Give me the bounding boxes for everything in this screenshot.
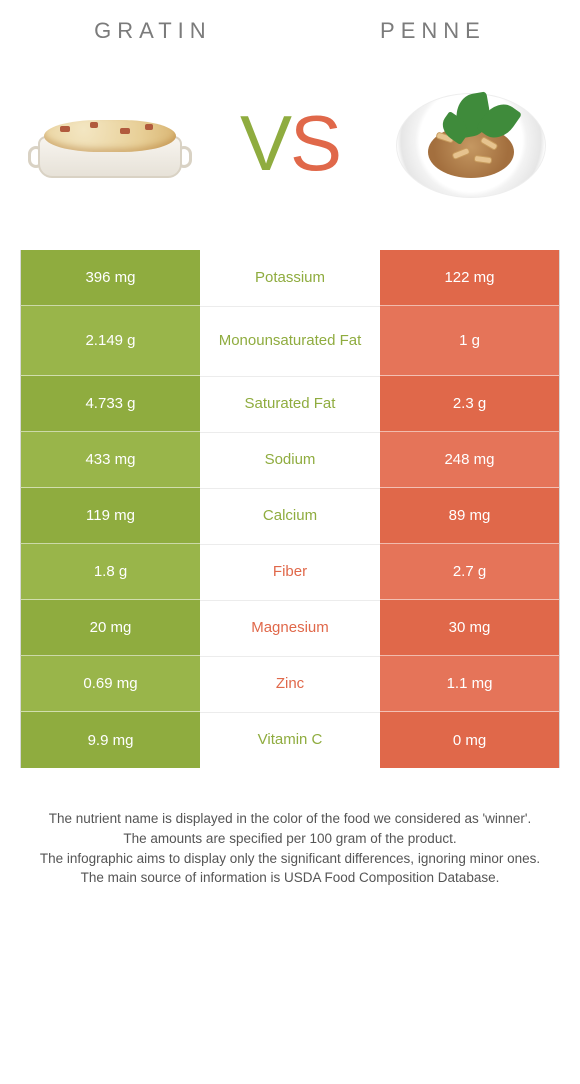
table-row: 0.69 mgZinc1.1 mg <box>20 656 560 712</box>
table-row: 119 mgCalcium89 mg <box>20 488 560 544</box>
value-gratin: 20 mg <box>20 600 200 656</box>
table-row: 1.8 gFiber2.7 g <box>20 544 560 600</box>
footer-line-1: The nutrient name is displayed in the co… <box>22 810 558 828</box>
value-penne: 2.7 g <box>380 544 560 600</box>
nutrient-name: Fiber <box>200 544 380 600</box>
vs-s: S <box>290 99 340 187</box>
nutrient-name: Potassium <box>200 250 380 306</box>
nutrient-name: Sodium <box>200 432 380 488</box>
title-penne: Penne <box>380 18 486 44</box>
value-penne: 2.3 g <box>380 376 560 432</box>
nutrient-name: Vitamin C <box>200 712 380 768</box>
value-gratin: 433 mg <box>20 432 200 488</box>
table-row: 2.149 gMonounsaturated Fat1 g <box>20 306 560 376</box>
table-row: 20 mgMagnesium30 mg <box>20 600 560 656</box>
value-gratin: 396 mg <box>20 250 200 306</box>
value-penne: 1 g <box>380 306 560 376</box>
value-gratin: 4.733 g <box>20 376 200 432</box>
gratin-image <box>22 78 197 208</box>
value-penne: 89 mg <box>380 488 560 544</box>
nutrient-name: Saturated Fat <box>200 376 380 432</box>
value-gratin: 0.69 mg <box>20 656 200 712</box>
vs-label: VS <box>240 98 340 189</box>
value-gratin: 1.8 g <box>20 544 200 600</box>
nutrient-name: Magnesium <box>200 600 380 656</box>
header: Gratin Penne <box>0 0 580 50</box>
footer-line-3: The infographic aims to display only the… <box>22 850 558 868</box>
value-penne: 1.1 mg <box>380 656 560 712</box>
vs-v: V <box>240 99 290 187</box>
nutrient-table: 396 mgPotassium122 mg2.149 gMonounsatura… <box>20 250 560 768</box>
table-row: 4.733 gSaturated Fat2.3 g <box>20 376 560 432</box>
value-gratin: 119 mg <box>20 488 200 544</box>
title-gratin: Gratin <box>94 18 211 44</box>
table-row: 433 mgSodium248 mg <box>20 432 560 488</box>
hero: VS <box>0 50 580 250</box>
footer-line-2: The amounts are specified per 100 gram o… <box>22 830 558 848</box>
value-penne: 248 mg <box>380 432 560 488</box>
footer-line-4: The main source of information is USDA F… <box>22 869 558 887</box>
table-row: 9.9 mgVitamin C0 mg <box>20 712 560 768</box>
nutrient-name: Zinc <box>200 656 380 712</box>
value-penne: 0 mg <box>380 712 560 768</box>
value-penne: 122 mg <box>380 250 560 306</box>
table-row: 396 mgPotassium122 mg <box>20 250 560 306</box>
nutrient-name: Monounsaturated Fat <box>200 306 380 376</box>
value-penne: 30 mg <box>380 600 560 656</box>
nutrient-name: Calcium <box>200 488 380 544</box>
penne-image <box>383 78 558 208</box>
footer-notes: The nutrient name is displayed in the co… <box>0 768 580 887</box>
value-gratin: 2.149 g <box>20 306 200 376</box>
value-gratin: 9.9 mg <box>20 712 200 768</box>
